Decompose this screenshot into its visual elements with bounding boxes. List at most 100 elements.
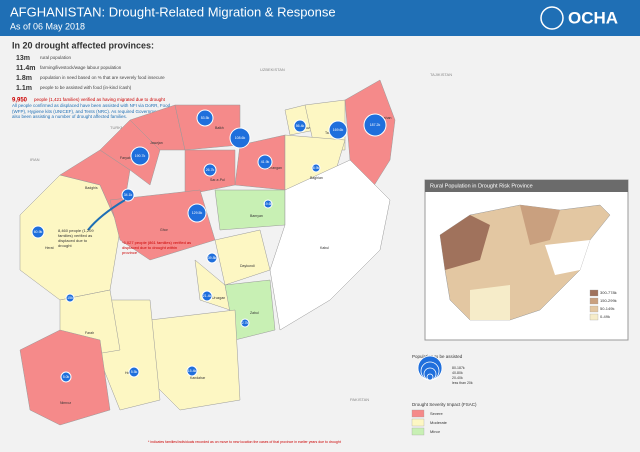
province-label: Farah	[85, 331, 94, 335]
bubble-label: 41.9k	[261, 160, 270, 164]
bubble-label: 129.5k	[192, 211, 203, 215]
population-bubble	[31, 225, 45, 239]
inset-legend-label: 50-149k	[600, 306, 614, 311]
summary-text: people to be assisted with food (in-kind…	[40, 85, 132, 90]
bubble-label: 5.0k	[63, 375, 70, 379]
population-bubble	[130, 146, 150, 166]
population-bubble	[128, 366, 140, 378]
province-label: Sar-e-Pul	[210, 178, 225, 182]
population-bubble	[240, 318, 250, 328]
province-label: Bamyan	[250, 214, 263, 218]
annotation: *6,027 people (861 families) verified as…	[122, 240, 192, 255]
province	[99, 119, 161, 186]
bubble-label: 15.4k	[188, 369, 197, 373]
bubble-label: 34.1k	[124, 193, 133, 197]
province-label: Faryab	[120, 156, 131, 160]
inset-region	[470, 285, 510, 320]
bubble-label: 169.6k	[333, 128, 344, 132]
bubble-label: 53.5k	[201, 116, 210, 120]
province-label: Herat	[45, 246, 54, 250]
bubble-label: 108.6k	[235, 136, 246, 140]
note-box: All people confirmed as displaced have b…	[12, 103, 171, 119]
country-label: UZBEKISTAN	[260, 67, 285, 72]
severity-label: Moderate	[430, 420, 448, 425]
province-label: Kabul	[320, 246, 329, 250]
summary-heading: In 20 drought affected provinces:	[12, 40, 154, 50]
bubble-label: 26.7k	[206, 168, 215, 172]
population-bubble	[60, 371, 72, 383]
province-label: Baghlan	[310, 176, 323, 180]
inset-region	[440, 215, 490, 270]
header-bar	[0, 0, 640, 36]
severity-label: Minor	[430, 429, 441, 434]
province-label: Daykundi	[240, 264, 255, 268]
severity-label: Severe	[430, 411, 443, 416]
population-bubble	[293, 119, 307, 133]
province	[109, 189, 216, 261]
summary-figure: 1.8m	[16, 75, 32, 82]
population-bubble	[206, 252, 218, 264]
bubble-legend-label: 20-40k	[452, 376, 463, 380]
bubble-label: 19.6k	[264, 202, 273, 206]
logo-globe	[540, 6, 564, 30]
country-label: IRAN	[30, 157, 40, 162]
annotation: 8,460 people (1,209 families) verified a…	[58, 228, 94, 248]
bubble-label: 60.9k	[34, 230, 43, 234]
province-label: Zabul	[250, 311, 259, 315]
bubble-label: 8.9k	[313, 166, 320, 170]
inset-title-bar	[425, 180, 628, 192]
inset-legend-swatch	[589, 313, 599, 321]
inset-region	[545, 240, 590, 275]
severity-swatch	[411, 409, 425, 418]
population-bubble	[311, 163, 321, 173]
subtitle: As of 06 May 2018	[10, 21, 85, 31]
summary-figure: 11.4m	[16, 65, 35, 72]
population-bubble	[186, 365, 198, 377]
population-bubble	[196, 109, 214, 127]
bubble-label: 5.5k	[131, 370, 138, 374]
bubble-legend-mark	[426, 373, 434, 381]
province-label: Balkh	[215, 126, 224, 130]
title: AFGHANISTAN: Drought-Related Migration &…	[10, 4, 336, 19]
inset-legend-label: 300-778k	[600, 290, 617, 295]
bubble-label: 21.4k	[203, 294, 212, 298]
inset-legend-swatch	[589, 297, 599, 305]
severity-legend-title: Drought Severity Impact (FSAC)	[412, 402, 477, 407]
inset-legend-swatch	[589, 289, 599, 297]
annotation-box: *6,027 people (861 families) verified as…	[122, 240, 192, 255]
bubble-label: 190.7k	[135, 154, 146, 158]
province-label: Uruzgan	[212, 296, 225, 300]
annotation-box: 8,460 people (1,209 families) verified a…	[58, 228, 94, 248]
population-bubble	[257, 154, 273, 170]
country-label: PAKISTAN	[350, 397, 369, 402]
province-label: Badghis	[85, 186, 98, 190]
summary-figure: 13m	[16, 55, 30, 62]
bubble-label: 56.4k	[296, 124, 305, 128]
population-bubble	[328, 120, 348, 140]
population-bubble	[363, 113, 387, 137]
province-label: Samangan	[265, 166, 282, 170]
province-label: Nimroz	[60, 401, 71, 405]
province-label: Kandahar	[190, 376, 206, 380]
bubble-label: 15k	[67, 296, 73, 300]
province	[269, 159, 391, 331]
note: All people confirmed as displaced have b…	[12, 103, 171, 119]
severity-swatch	[411, 418, 425, 427]
migration-figure: 9,950	[12, 98, 28, 104]
country-label: TAJIKISTAN	[430, 72, 452, 77]
bubble-label: 187.2k	[370, 123, 381, 127]
population-bubble	[203, 163, 217, 177]
severity-swatch	[411, 427, 425, 436]
summary-text: farming/livestock/wage labour population	[40, 65, 122, 70]
summary-text: population in need based on % that are s…	[40, 75, 165, 80]
inset-region	[520, 205, 560, 245]
migration-arrow	[87, 199, 126, 231]
population-bubble	[187, 203, 207, 223]
population-bubble	[229, 127, 251, 149]
bubble-label: 39.8k	[208, 256, 217, 260]
footnote: * indicates families/individuals recorde…	[148, 440, 341, 444]
population-bubble	[201, 290, 213, 302]
inset-title: Rural Population in Drought Risk Provinc…	[430, 183, 533, 189]
province-label: Ghor	[160, 228, 169, 232]
